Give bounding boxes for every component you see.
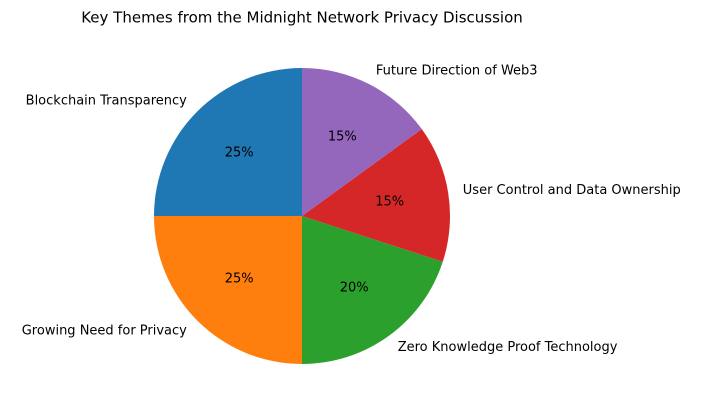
value-label: 15% [328,129,357,144]
category-label: Blockchain Transparency [26,93,188,108]
pie-slice [154,216,302,364]
chart-title: Key Themes from the Midnight Network Pri… [81,9,523,27]
value-label: 25% [225,271,254,286]
category-label: Future Direction of Web3 [376,63,538,78]
pie-slice [302,129,450,262]
value-label: 20% [340,280,369,295]
pie-slice [154,68,302,216]
category-label: Growing Need for Privacy [22,324,187,339]
category-label: User Control and Data Ownership [463,183,681,198]
value-label: 25% [225,146,254,161]
value-label: 15% [375,195,404,210]
category-label: Zero Knowledge Proof Technology [398,340,618,355]
pie-slice [302,68,422,216]
pie-slice [302,216,443,364]
